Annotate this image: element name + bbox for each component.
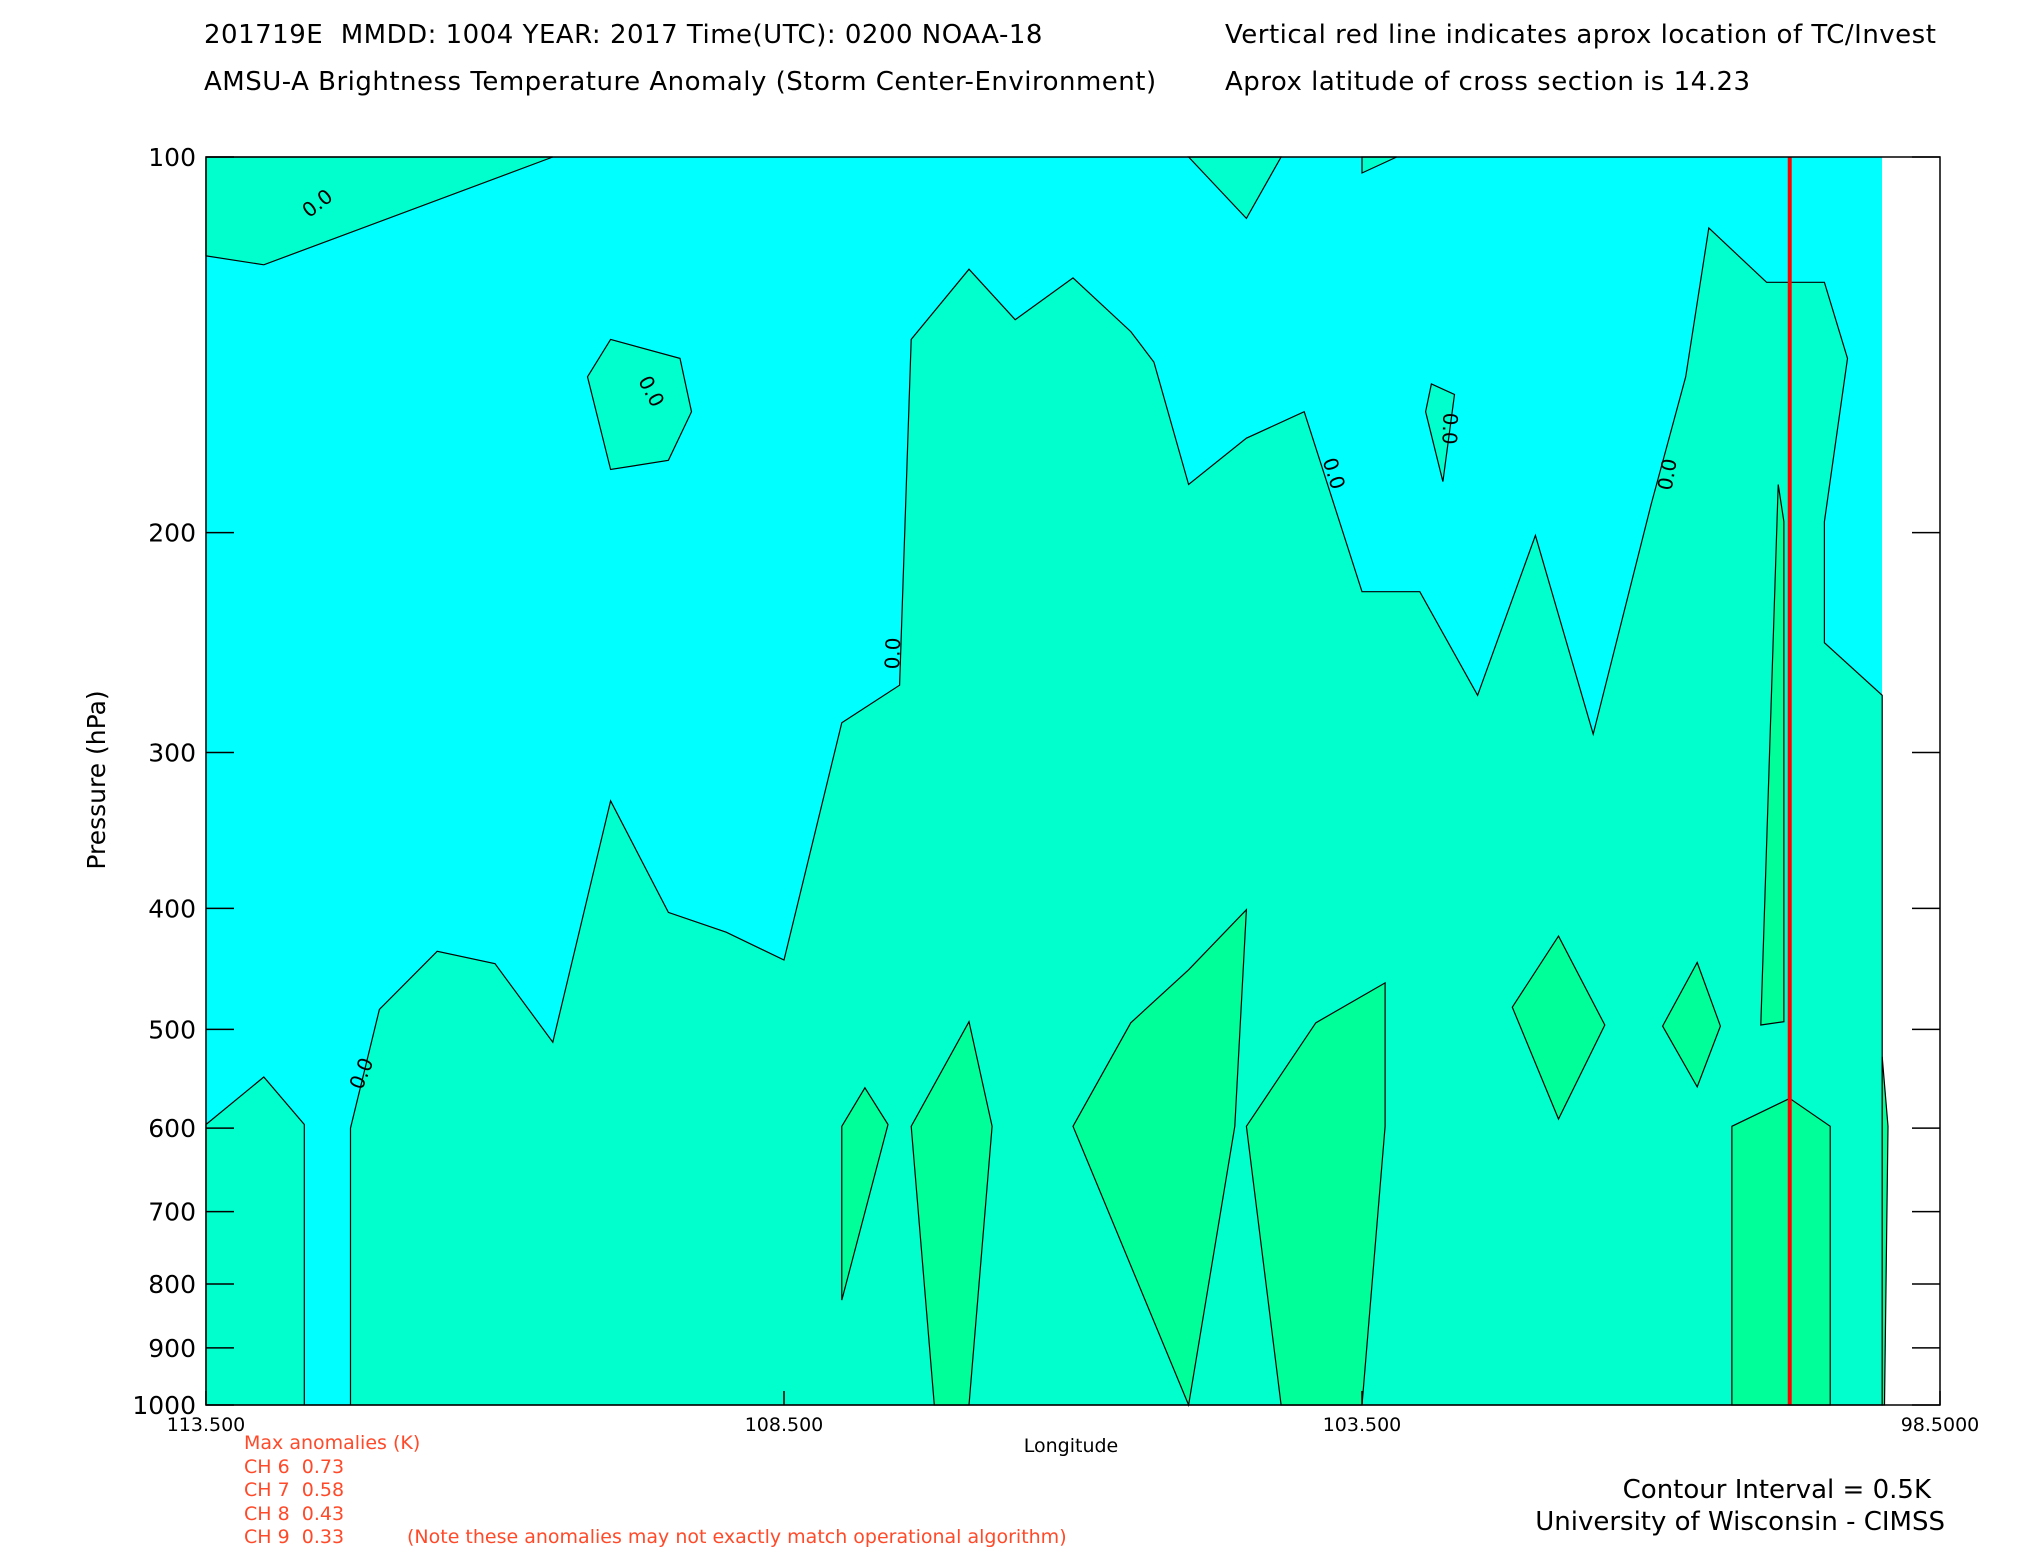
contour-region-6 bbox=[841, 1086, 889, 1301]
contour-label-2: 0.0 bbox=[880, 637, 905, 670]
x-tick-label-98.5000: 98.5000 bbox=[1901, 1414, 1980, 1436]
contour-region-4 bbox=[1424, 383, 1456, 482]
credit-text: University of Wisconsin - CIMSS bbox=[1535, 1507, 1945, 1537]
contour-label-6: 0.0 bbox=[1653, 457, 1682, 492]
max-anomalies-panel: Max anomalies (K) CH 6 0.73 CH 7 0.58 CH… bbox=[244, 1432, 420, 1550]
header-line1-right: Vertical red line indicates aprox locati… bbox=[1225, 20, 1937, 50]
y-tick-label-300: 300 bbox=[148, 738, 196, 767]
contour-interval-text: Contour Interval = 0.5K bbox=[1622, 1475, 1931, 1505]
y-tick-label-200: 200 bbox=[148, 519, 196, 548]
contour-region-11 bbox=[1661, 961, 1722, 1089]
y-tick-label-1000: 1000 bbox=[132, 1391, 196, 1420]
contour-region-12 bbox=[1760, 484, 1785, 1026]
contour-label-5: 0.0 bbox=[1437, 412, 1462, 445]
y-tick-labels: 100 200 300 400 500 600 700 800 900 1000 bbox=[132, 143, 196, 1420]
y-tick-label-100: 100 bbox=[148, 143, 196, 172]
anomaly-row-ch9: CH 9 0.33 bbox=[244, 1526, 345, 1548]
contour-region-10 bbox=[1511, 934, 1606, 1121]
y-tick-label-600: 600 bbox=[148, 1114, 196, 1143]
x-tick-label-113.500: 113.500 bbox=[167, 1414, 246, 1436]
anomaly-row-ch6: CH 6 0.73 bbox=[244, 1455, 345, 1478]
y-tick-label-700: 700 bbox=[148, 1198, 196, 1227]
contour-regions bbox=[205, 156, 1889, 1408]
max-anomalies-title: Max anomalies (K) bbox=[244, 1432, 421, 1454]
anomaly-row-ch7: CH 7 0.58 bbox=[244, 1479, 345, 1501]
contour-region-5 bbox=[205, 226, 1883, 1406]
anomaly-row-ch8: CH 8 0.43 bbox=[244, 1502, 345, 1525]
x-tick-label-103.500: 103.500 bbox=[1323, 1414, 1402, 1436]
y-tick-label-400: 400 bbox=[148, 894, 196, 923]
anomaly-note: (Note these anomalies may not exactly ma… bbox=[407, 1526, 1067, 1548]
x-tick-labels: 113.500 108.500 103.500 98.5000 bbox=[167, 1414, 1980, 1436]
plot-frame bbox=[205, 156, 1941, 1406]
x-axis-label: Longitude bbox=[1024, 1435, 1119, 1457]
contour-region-14 bbox=[1881, 1056, 1889, 1406]
y-tick-label-900: 900 bbox=[148, 1334, 196, 1363]
header-line1-left: 201719E MMDD: 1004 YEAR: 2017 Time(UTC):… bbox=[204, 20, 1043, 50]
x-tick-label-108.500: 108.500 bbox=[745, 1414, 824, 1436]
contour-region-3 bbox=[586, 338, 693, 471]
header-line2-left: AMSU-A Brightness Temperature Anomaly (S… bbox=[204, 67, 1157, 97]
header-line2-right: Aprox latitude of cross section is 14.23 bbox=[1225, 67, 1751, 97]
y-tick-label-800: 800 bbox=[148, 1270, 196, 1299]
contour-region-13 bbox=[1731, 1097, 1831, 1406]
contour-region-7 bbox=[910, 1020, 993, 1406]
y-tick-label-500: 500 bbox=[148, 1015, 196, 1044]
y-axis-label: Pressure (hPa) bbox=[82, 690, 111, 869]
